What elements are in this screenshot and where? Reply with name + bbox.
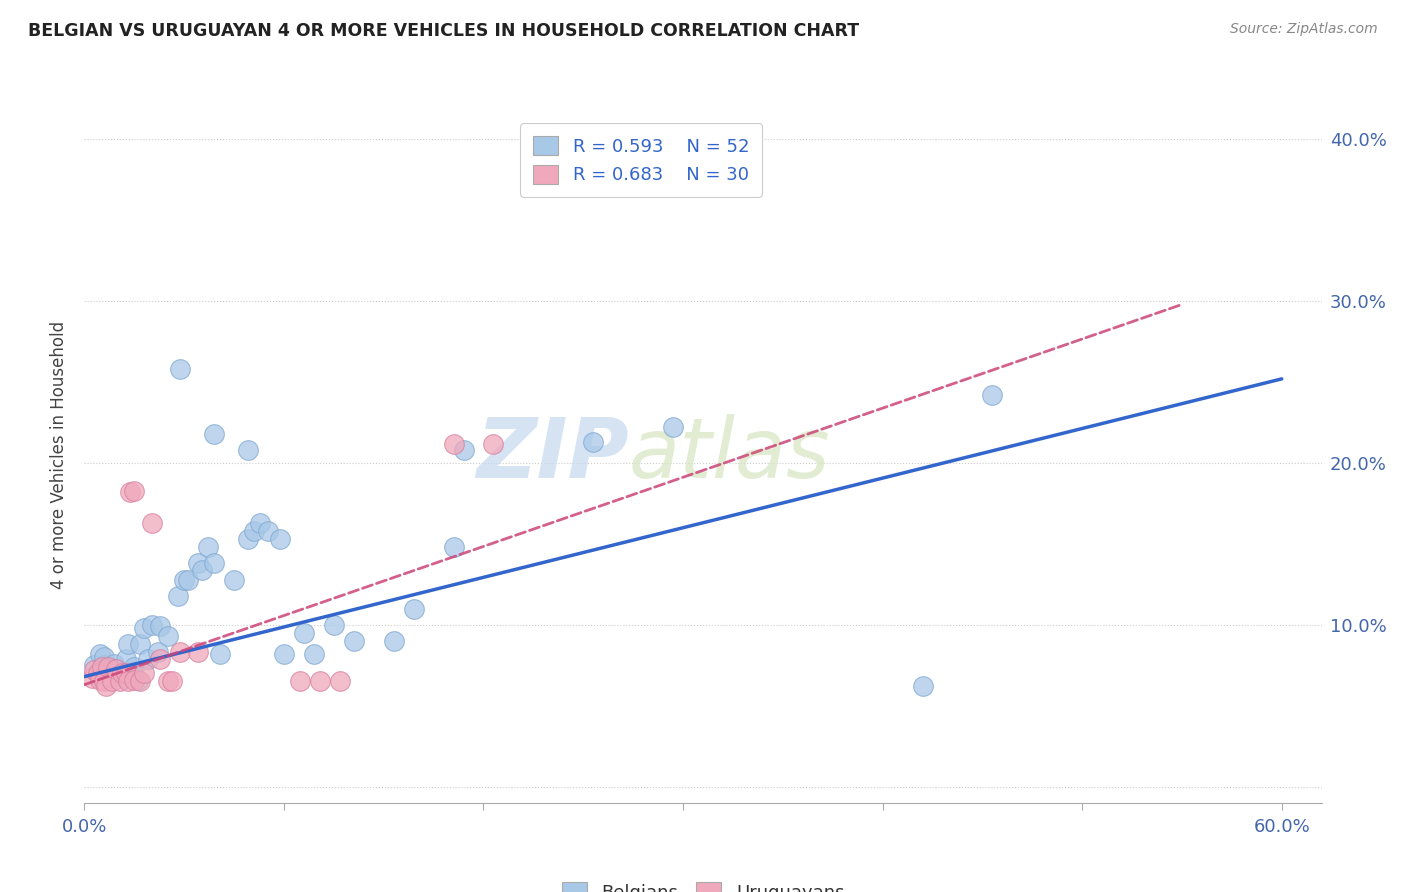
Point: [97, 663, 120, 677]
Point: [149, 619, 172, 633]
Point: [148, 645, 170, 659]
Legend: Belgians, Uruguayans: Belgians, Uruguayans: [554, 874, 852, 892]
Point: [117, 637, 139, 651]
Point: [97, 660, 120, 674]
Y-axis label: 4 or more Vehicles in Household: 4 or more Vehicles in Household: [51, 321, 69, 589]
Point: [443, 540, 465, 554]
Point: [93, 650, 115, 665]
Point: [981, 388, 1004, 402]
Point: [129, 637, 152, 651]
Point: [112, 671, 135, 685]
Point: [115, 666, 138, 681]
Point: [136, 652, 159, 666]
Point: [302, 647, 325, 661]
Point: [482, 436, 505, 450]
Point: [93, 658, 115, 673]
Point: [443, 436, 465, 450]
Point: [288, 674, 311, 689]
Point: [202, 426, 225, 441]
Point: [662, 420, 685, 434]
Point: [89, 647, 111, 661]
Point: [177, 573, 200, 587]
Point: [134, 621, 156, 635]
Point: [129, 674, 152, 689]
Point: [105, 661, 128, 675]
Point: [157, 629, 180, 643]
Point: [103, 657, 125, 671]
Point: [98, 670, 121, 684]
Text: atlas: atlas: [628, 415, 831, 495]
Point: [209, 647, 232, 661]
Point: [453, 443, 475, 458]
Point: [115, 652, 138, 666]
Text: ZIP: ZIP: [477, 415, 628, 495]
Point: [167, 589, 190, 603]
Point: [169, 362, 191, 376]
Point: [89, 673, 111, 687]
Point: [273, 647, 295, 661]
Point: [111, 666, 134, 681]
Point: [169, 645, 191, 659]
Point: [127, 673, 149, 687]
Point: [343, 634, 366, 648]
Point: [911, 679, 934, 693]
Point: [269, 532, 291, 546]
Point: [149, 652, 172, 666]
Point: [83, 663, 105, 677]
Text: BELGIAN VS URUGUAYAN 4 OR MORE VEHICLES IN HOUSEHOLD CORRELATION CHART: BELGIAN VS URUGUAYAN 4 OR MORE VEHICLES …: [28, 22, 859, 40]
Point: [308, 674, 330, 689]
Point: [122, 483, 145, 498]
Point: [93, 674, 115, 689]
Point: [101, 674, 124, 689]
Point: [187, 645, 209, 659]
Point: [187, 557, 209, 571]
Point: [197, 540, 219, 554]
Point: [257, 524, 280, 538]
Point: [117, 674, 139, 689]
Point: [292, 626, 315, 640]
Point: [122, 673, 145, 687]
Point: [236, 443, 259, 458]
Point: [202, 557, 225, 571]
Text: Source: ZipAtlas.com: Source: ZipAtlas.com: [1230, 22, 1378, 37]
Point: [249, 516, 271, 530]
Point: [236, 532, 259, 546]
Point: [82, 671, 104, 685]
Point: [402, 601, 425, 615]
Point: [110, 674, 132, 689]
Point: [120, 485, 142, 500]
Point: [87, 666, 110, 681]
Point: [134, 666, 156, 681]
Point: [91, 660, 114, 674]
Point: [96, 679, 118, 693]
Point: [222, 573, 245, 587]
Point: [382, 634, 405, 648]
Point: [141, 516, 163, 530]
Point: [191, 563, 214, 577]
Point: [105, 661, 128, 675]
Point: [173, 573, 195, 587]
Point: [121, 665, 143, 679]
Point: [110, 665, 132, 679]
Point: [141, 617, 163, 632]
Point: [329, 674, 352, 689]
Point: [243, 524, 266, 538]
Point: [160, 674, 183, 689]
Point: [157, 674, 180, 689]
Point: [122, 660, 145, 674]
Point: [582, 434, 605, 449]
Point: [322, 617, 344, 632]
Point: [83, 658, 105, 673]
